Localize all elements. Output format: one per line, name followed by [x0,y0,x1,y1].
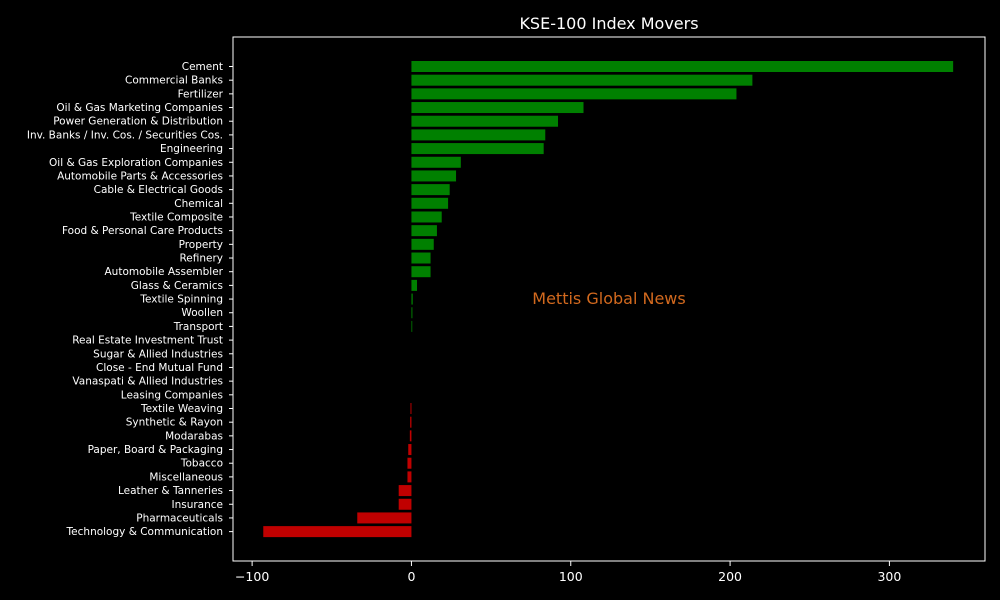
bar [411,74,753,86]
bar [411,143,544,155]
category-label: Glass & Ceramics [131,280,223,292]
bar [411,238,434,250]
category-label: Engineering [160,143,223,155]
x-tick-label: 0 [407,569,415,584]
x-tick-label: 300 [877,569,901,584]
bar [411,279,418,291]
category-label: Cement [182,61,223,73]
bar [411,61,954,72]
x-axis: −100 0 100 200 300 [235,561,901,584]
category-label: Tobacco [180,458,223,470]
bar [411,170,457,182]
category-label: Textile Weaving [140,403,223,415]
category-label: Transport [173,321,223,333]
category-label: Automobile Parts & Accessories [57,170,223,182]
category-label: Real Estate Investment Trust [72,335,223,347]
bar [411,266,431,278]
category-label: Miscellaneous [149,471,223,483]
category-label: Cable & Electrical Goods [94,184,223,196]
bar [411,320,413,332]
bar [398,485,412,497]
category-label: Fertilizer [178,88,224,100]
category-label: Inv. Banks / Inv. Cos. / Securities Cos. [27,129,223,141]
bars-group [263,61,954,538]
bar [411,225,437,237]
category-label: Leasing Companies [121,389,223,401]
bar [357,512,412,524]
bar [411,102,584,114]
category-label: Synthetic & Rayon [126,417,223,429]
x-tick-label: 200 [718,569,742,584]
bar [411,252,431,264]
category-label: Vanaspati & Allied Industries [72,376,223,388]
category-label: Woollen [181,307,223,319]
bar [263,526,412,538]
bar [407,457,412,469]
category-label: Paper, Board & Packaging [88,444,223,456]
category-label: Insurance [171,499,223,511]
category-label: Textile Composite [129,211,223,223]
x-tick-label: −100 [235,569,269,584]
bar [408,444,412,456]
category-label: Leather & Tanneries [118,485,223,497]
bar [411,115,559,127]
category-label: Pharmaceuticals [136,512,223,524]
chart-title: KSE-100 Index Movers [519,14,698,33]
category-label: Refinery [179,253,223,265]
category-label: Oil & Gas Marketing Companies [56,102,223,114]
category-label: Commercial Banks [125,75,223,87]
category-label: Sugar & Allied Industries [93,348,223,360]
bar [411,129,546,141]
watermark-text: Mettis Global News [532,289,685,308]
bar [411,211,442,223]
bar [409,430,412,442]
bar [411,88,737,100]
bar [410,403,412,414]
x-tick-label: 100 [559,569,583,584]
category-label: Close - End Mutual Fund [96,362,223,374]
bar [411,184,450,196]
category-label: Property [179,239,223,251]
category-label: Modarabas [165,430,223,442]
bar [411,293,413,305]
bar [407,471,412,483]
category-label: Textile Spinning [139,294,223,306]
bar [411,197,449,209]
bar [411,307,413,319]
category-label: Chemical [174,198,223,210]
bar [411,156,461,168]
bar [410,416,412,428]
category-label: Power Generation & Distribution [53,116,223,128]
category-label: Technology & Communication [66,526,223,538]
category-label: Food & Personal Care Products [62,225,223,237]
bar [398,498,412,510]
category-label: Oil & Gas Exploration Companies [49,157,223,169]
category-label: Automobile Assembler [105,266,224,278]
